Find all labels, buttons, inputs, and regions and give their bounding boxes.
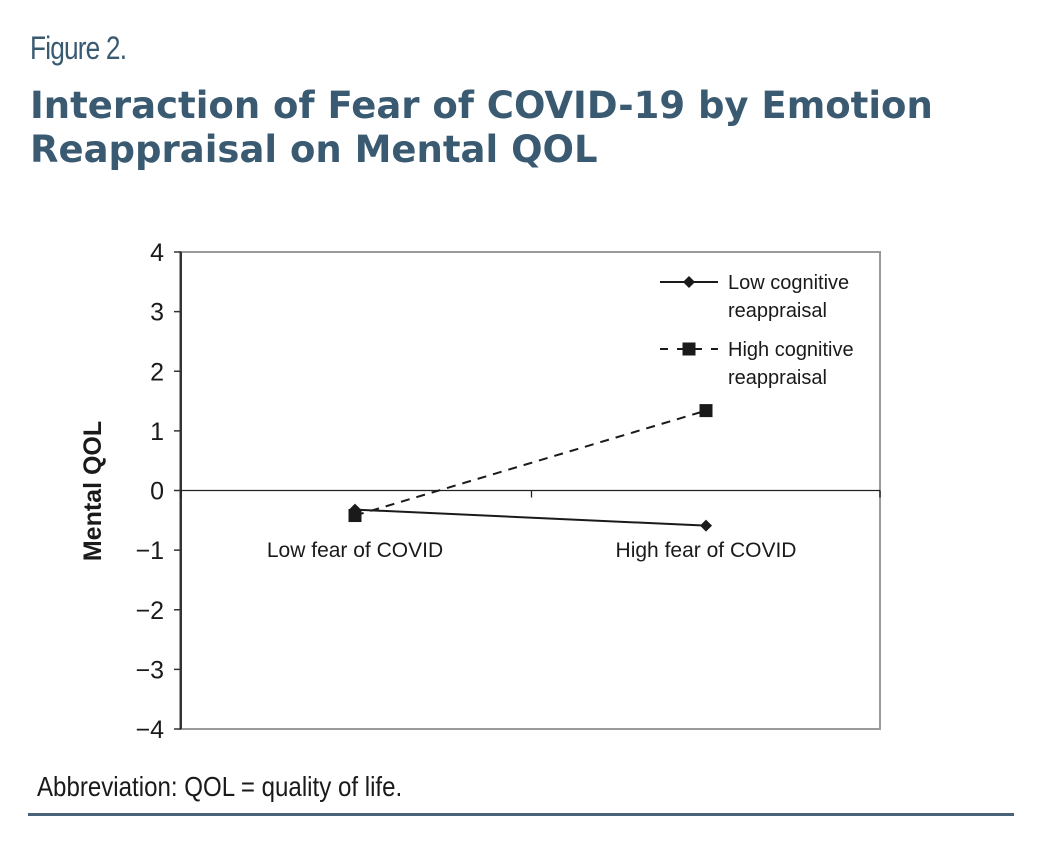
square-marker: [699, 404, 713, 418]
legend-diamond-marker: [683, 276, 695, 288]
legend-item: Low cognitive reappraisal: [660, 272, 849, 322]
diamond-marker: [700, 519, 712, 532]
series-high-cognitive-reappraisal: [348, 404, 713, 523]
y-tick-label: 1: [150, 418, 164, 446]
x-category-label: Low fear of COVID: [267, 539, 443, 562]
y-tick-label: 4: [150, 239, 164, 267]
figure-title: Interaction of Fear of COVID-19 by Emoti…: [30, 84, 933, 171]
y-tick-label: 3: [150, 299, 164, 327]
legend-square-marker: [682, 342, 696, 356]
y-tick-label: −2: [135, 597, 164, 625]
y-axis-label: Mental QOL: [79, 421, 107, 561]
series-low-cognitive-reappraisal: [349, 503, 712, 532]
series-line: [354, 508, 707, 527]
bottom-rule: [28, 813, 1014, 816]
legend-label: reappraisal: [728, 300, 827, 322]
y-tick-label: 0: [150, 478, 164, 506]
figure-label: Figure 2.: [30, 30, 127, 66]
y-tick-label: −4: [135, 716, 164, 744]
diamond-marker: [349, 503, 361, 516]
y-tick-label: −3: [135, 656, 164, 684]
abbreviation-note: Abbreviation: QOL = quality of life.: [37, 771, 403, 802]
legend-item: High cognitive reappraisal: [660, 339, 854, 389]
legend-label: Low cognitive: [728, 272, 849, 294]
legend-label: High cognitive: [728, 339, 854, 361]
legend-label: reappraisal: [728, 367, 827, 389]
y-tick-label: 2: [150, 358, 164, 386]
series-line: [354, 409, 707, 517]
y-tick-label: −1: [135, 537, 164, 565]
x-category-label: High fear of COVID: [616, 539, 797, 562]
